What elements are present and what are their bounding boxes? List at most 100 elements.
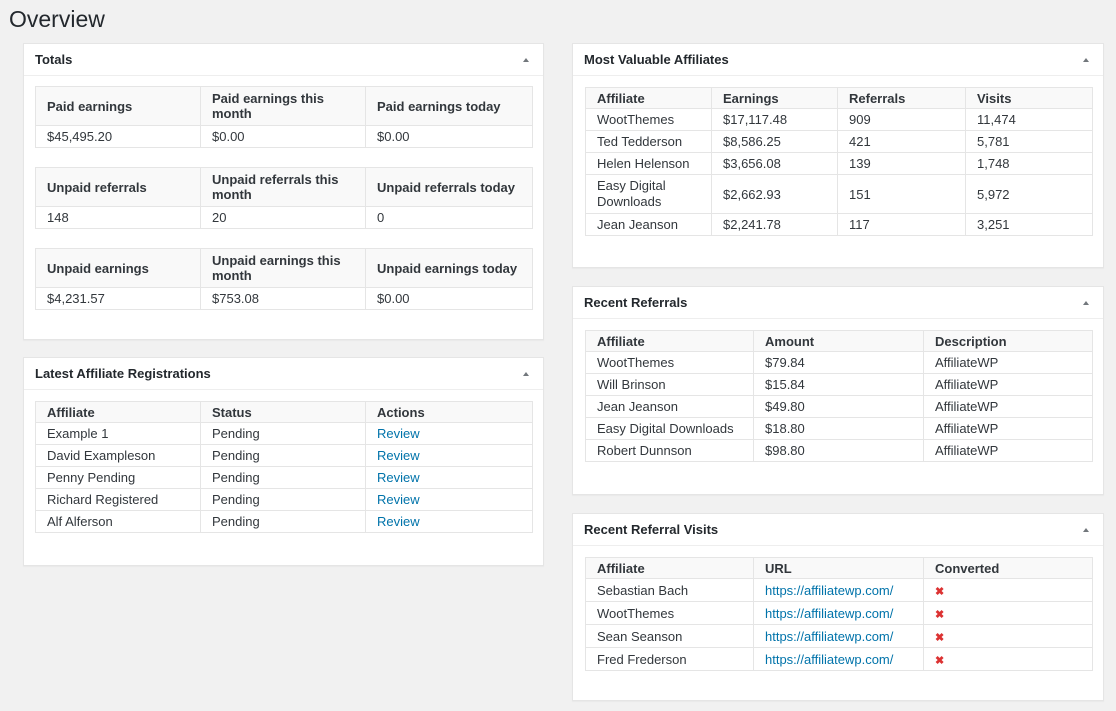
referrals-cell: 421 [837,130,966,153]
registrations-header[interactable]: Latest Affiliate Registrations [24,358,543,390]
table-row: WootThemes $79.84 AffiliateWP [585,351,1093,374]
affiliate-cell: Example 1 [35,422,201,445]
x-icon: ✖ [935,654,945,667]
converted-cell: ✖ [923,601,1093,625]
visit-url-link[interactable]: https://affiliatewp.com/ [765,628,894,644]
valuable-affiliates-table: Affiliate Earnings Referrals Visits Woot… [585,87,1093,236]
table-cell: 20 [200,206,366,229]
column-header: Unpaid earnings this month [200,248,366,288]
affiliate-cell: Easy Digital Downloads [585,417,754,440]
visits-cell: 11,474 [965,108,1093,131]
collapse-toggle-icon[interactable] [1083,57,1089,62]
status-cell: Pending [200,422,366,445]
totals-table-paid: Paid earnings Paid earnings this month P… [35,86,533,148]
affiliate-cell: Sebastian Bach [585,578,754,602]
table-row: Ted Tedderson $8,586.25 421 5,781 [585,130,1093,153]
x-icon: ✖ [935,585,945,598]
affiliate-cell: Jean Jeanson [585,213,712,236]
table-cell: $45,495.20 [35,125,201,148]
table-row: Easy Digital Downloads $2,662.93 151 5,9… [585,174,1093,214]
affiliate-cell: Fred Frederson [585,647,754,671]
review-link[interactable]: Review [377,448,420,463]
collapse-toggle-icon[interactable] [523,371,529,376]
visits-cell: 3,251 [965,213,1093,236]
amount-cell: $79.84 [753,351,924,374]
status-cell: Pending [200,444,366,467]
affiliate-cell: Alf Alferson [35,510,201,533]
table-row: David Exampleson Pending Review [35,444,533,467]
earnings-cell: $3,656.08 [711,152,838,175]
visit-url-link[interactable]: https://affiliatewp.com/ [765,582,894,598]
referrals-cell: 151 [837,174,966,214]
review-link[interactable]: Review [377,492,420,507]
column-header: Affiliate [585,87,712,109]
totals-title: Totals [35,52,73,67]
table-row: Sean Seanson https://affiliatewp.com/ ✖ [585,624,1093,648]
column-header: Paid earnings [35,86,201,126]
referrals-cell: 139 [837,152,966,175]
valuable-affiliates-header[interactable]: Most Valuable Affiliates [573,44,1103,76]
actions-cell: Review [365,444,533,467]
registrations-box: Latest Affiliate Registrations Affiliate… [23,357,544,566]
url-cell: https://affiliatewp.com/ [753,647,924,671]
column-header: Affiliate [585,330,754,352]
column-header: Paid earnings today [365,86,533,126]
column-header: Paid earnings this month [200,86,366,126]
amount-cell: $98.80 [753,439,924,462]
table-cell: $0.00 [200,125,366,148]
registrations-title: Latest Affiliate Registrations [35,366,211,381]
visit-url-link[interactable]: https://affiliatewp.com/ [765,605,894,621]
totals-table-unpaid-earnings: Unpaid earnings Unpaid earnings this mon… [35,248,533,310]
column-header: URL [753,557,924,579]
column-header: Status [200,401,366,423]
totals-header[interactable]: Totals [24,44,543,76]
totals-box: Totals Paid earnings Paid earnings this … [23,43,544,340]
affiliate-cell: Easy Digital Downloads [585,174,712,214]
collapse-toggle-icon[interactable] [1083,527,1089,532]
column-header: Visits [965,87,1093,109]
amount-cell: $49.80 [753,395,924,418]
table-cell: $753.08 [200,287,366,310]
affiliate-cell: Penny Pending [35,466,201,489]
review-link[interactable]: Review [377,514,420,529]
table-row: Richard Registered Pending Review [35,488,533,511]
description-cell: AffiliateWP [923,395,1093,418]
status-cell: Pending [200,510,366,533]
actions-cell: Review [365,422,533,445]
column-header: Earnings [711,87,838,109]
referrals-cell: 117 [837,213,966,236]
referrals-cell: 909 [837,108,966,131]
recent-referrals-title: Recent Referrals [584,295,688,310]
column-header: Unpaid earnings [35,248,201,288]
recent-visits-table: Affiliate URL Converted Sebastian Bach h… [585,557,1093,671]
review-link[interactable]: Review [377,470,420,485]
recent-referrals-table: Affiliate Amount Description WootThemes … [585,330,1093,462]
recent-visits-header[interactable]: Recent Referral Visits [573,514,1103,546]
x-icon: ✖ [935,631,945,644]
table-cell: 148 [35,206,201,229]
visit-url-link[interactable]: https://affiliatewp.com/ [765,651,894,667]
collapse-toggle-icon[interactable] [1083,300,1089,305]
column-header: Unpaid earnings today [365,248,533,288]
recent-visits-title: Recent Referral Visits [584,522,719,537]
collapse-toggle-icon[interactable] [523,57,529,62]
recent-referrals-box: Recent Referrals Affiliate Amount Descri… [572,286,1104,495]
url-cell: https://affiliatewp.com/ [753,601,924,625]
affiliate-cell: Robert Dunnson [585,439,754,462]
actions-cell: Review [365,510,533,533]
description-cell: AffiliateWP [923,373,1093,396]
table-row: Will Brinson $15.84 AffiliateWP [585,373,1093,396]
column-header: Actions [365,401,533,423]
affiliate-cell: Ted Tedderson [585,130,712,153]
converted-cell: ✖ [923,647,1093,671]
review-link[interactable]: Review [377,426,420,441]
status-cell: Pending [200,488,366,511]
affiliate-cell: WootThemes [585,351,754,374]
affiliate-cell: Will Brinson [585,373,754,396]
converted-cell: ✖ [923,578,1093,602]
description-cell: AffiliateWP [923,417,1093,440]
valuable-affiliates-box: Most Valuable Affiliates Affiliate Earni… [572,43,1104,268]
column-header: Affiliate [35,401,201,423]
recent-referrals-header[interactable]: Recent Referrals [573,287,1103,319]
affiliate-cell: David Exampleson [35,444,201,467]
